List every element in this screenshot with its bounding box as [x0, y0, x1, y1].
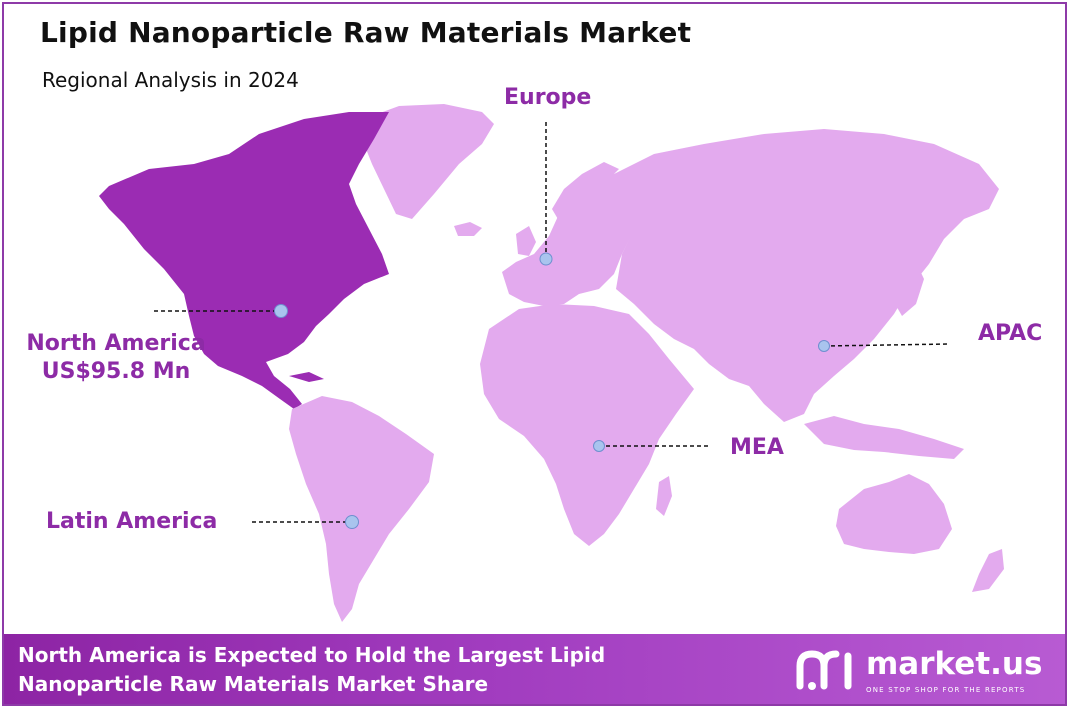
brand-name: market.us [866, 646, 1043, 682]
north-america-marker [274, 304, 288, 318]
north-america-label: North America US$95.8 Mn [21, 330, 211, 386]
latin-america-marker [345, 515, 359, 529]
mea-marker [593, 440, 605, 452]
africa-shape [480, 304, 694, 546]
caribbean-shape [289, 372, 324, 382]
iceland-shape [454, 222, 482, 236]
latin-america-label: Latin America [46, 509, 218, 534]
europe-marker [539, 252, 553, 266]
market-us-logo-icon [796, 650, 852, 690]
world-map [99, 104, 1004, 622]
page-title: Lipid Nanoparticle Raw Materials Market [40, 16, 692, 49]
apac-marker [818, 340, 830, 352]
brand-logo: market.us ONE STOP SHOP FOR THE REPORTS [794, 646, 1054, 698]
southeast-asia-shape [804, 416, 964, 459]
japan-shape [894, 262, 924, 316]
north-america-value: US$95.8 Mn [41, 359, 191, 384]
new-zealand-shape [972, 549, 1004, 592]
australia-shape [836, 474, 952, 554]
scandinavia-shape [552, 162, 619, 226]
europe-shape [502, 174, 654, 306]
footer-banner: North America is Expected to Hold the La… [4, 634, 1065, 704]
north-america-name: North America [26, 331, 206, 356]
page-subtitle: Regional Analysis in 2024 [42, 68, 299, 92]
brand-tagline: ONE STOP SHOP FOR THE REPORTS [866, 686, 1026, 694]
uk-shape [516, 226, 536, 256]
mea-label: MEA [730, 435, 784, 460]
apac-label: APAC [978, 321, 1043, 346]
madagascar-shape [656, 476, 672, 516]
footer-headline: North America is Expected to Hold the La… [18, 643, 606, 696]
north-america-shape [99, 112, 389, 409]
asia-shape [614, 129, 999, 422]
europe-label: Europe [504, 85, 592, 110]
greenland-shape [362, 104, 494, 219]
south-america-shape [289, 396, 434, 622]
